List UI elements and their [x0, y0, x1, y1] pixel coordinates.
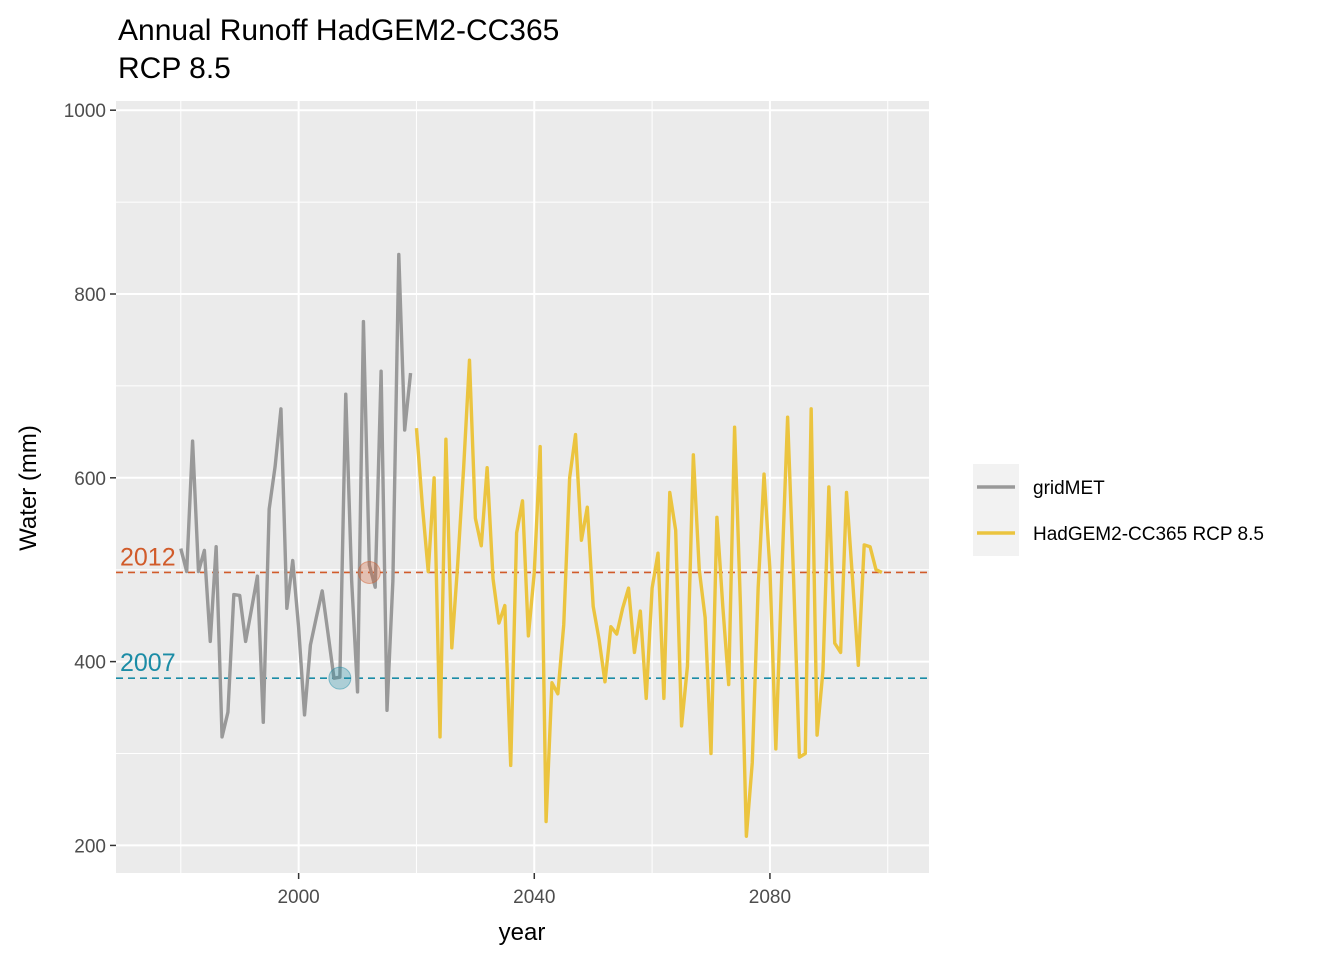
x-tick-label: 2080	[749, 887, 791, 908]
series-line-0	[179, 252, 413, 739]
reference-labels: 2012 2007	[120, 543, 176, 677]
series-lines	[179, 252, 883, 838]
y-axis-title: Water (mm)	[15, 425, 42, 551]
y-tick-label: 200	[74, 836, 106, 857]
y-tick-label: 400	[74, 653, 106, 674]
x-tick-label: 2040	[513, 887, 555, 908]
point-2007	[328, 666, 352, 690]
series-line-1	[414, 358, 883, 838]
y-tick-label: 1000	[64, 101, 106, 122]
legend: gridMET HadGEM2-CC365 RCP 8.5	[973, 464, 1264, 556]
chart-title: Annual Runoff HadGEM2-CC365	[118, 14, 559, 47]
highlight-points	[328, 560, 381, 690]
reference-label-2012: 2012	[120, 543, 176, 571]
legend-label-0: gridMET	[1033, 478, 1105, 499]
grid-lines	[116, 101, 929, 873]
point-2012	[357, 560, 381, 584]
x-axis-title: year	[499, 919, 546, 946]
plot-panel	[116, 101, 929, 873]
axes: 200 400 600 800 1000 2000 2040 2080	[64, 101, 791, 908]
y-tick-label: 600	[74, 469, 106, 490]
y-tick-label: 800	[74, 285, 106, 306]
chart-subtitle: RCP 8.5	[118, 52, 231, 85]
reference-label-2007: 2007	[120, 649, 176, 677]
legend-label-1: HadGEM2-CC365 RCP 8.5	[1033, 524, 1264, 545]
x-tick-label: 2000	[277, 887, 319, 908]
